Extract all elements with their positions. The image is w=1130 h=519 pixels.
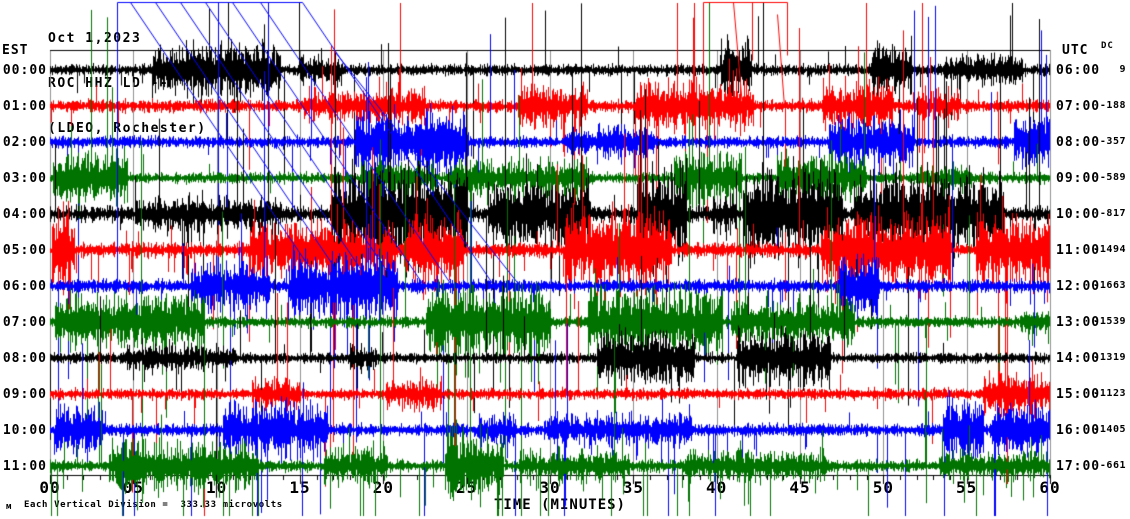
x-tick-label: 15 — [289, 478, 311, 497]
est-label: 09:00 — [2, 387, 47, 402]
est-label: 04:00 — [2, 207, 47, 222]
x-tick-label: 00 — [39, 478, 61, 497]
title-station: ROC HHZ LD -- — [48, 76, 170, 91]
x-tick-label: 50 — [872, 478, 894, 497]
title-block: Oct 1,2023 ROC HHZ LD -- (LDEO, Rocheste… — [48, 1, 207, 166]
est-label: 00:00 — [2, 63, 47, 78]
est-label: 02:00 — [2, 135, 47, 150]
right-axis-header-dc: DC — [1101, 41, 1114, 51]
est-label: 07:00 — [2, 315, 47, 330]
title-location: (LDEO, Rochester) — [48, 121, 207, 136]
x-tick-label: 40 — [706, 478, 728, 497]
est-label: 06:00 — [2, 279, 47, 294]
x-tick-label: 10 — [206, 478, 228, 497]
est-label: 05:00 — [2, 243, 47, 258]
dc-label: -1539 — [1093, 316, 1126, 327]
est-label: 08:00 — [2, 351, 47, 366]
dc-label: -1319 — [1093, 352, 1126, 363]
x-tick-label: 60 — [1039, 478, 1061, 497]
x-tick-label: 30 — [539, 478, 561, 497]
x-tick-label: 25 — [456, 478, 478, 497]
x-tick-label: 35 — [622, 478, 644, 497]
dc-label: -1494 — [1093, 244, 1126, 255]
est-label: 10:00 — [2, 423, 47, 438]
x-tick-label: 20 — [372, 478, 394, 497]
dc-label: -1663 — [1093, 280, 1126, 291]
dc-label: 9 — [1119, 64, 1126, 75]
x-tick-label: 05 — [122, 478, 144, 497]
watermark-glyph: м — [6, 502, 12, 512]
dc-label: -661 — [1099, 460, 1126, 471]
left-axis-header-est: EST — [2, 43, 29, 58]
dc-label: -357 — [1099, 136, 1126, 147]
x-tick-label: 45 — [789, 478, 811, 497]
title-date: Oct 1,2023 — [48, 31, 142, 46]
est-label: 01:00 — [2, 99, 47, 114]
est-label: 11:00 — [2, 459, 47, 474]
dc-label: -817 — [1099, 208, 1126, 219]
scale-note: Each Vertical Division = 333.33 microvol… — [24, 500, 283, 510]
right-axis-header-utc: UTC — [1062, 43, 1089, 58]
dc-label: -188 — [1099, 100, 1126, 111]
dc-label: -1405 — [1093, 424, 1126, 435]
x-axis-title: TIME (MINUTES) — [493, 497, 626, 513]
x-tick-label: 55 — [956, 478, 978, 497]
dc-label: -1123 — [1093, 388, 1126, 399]
est-label: 03:00 — [2, 171, 47, 186]
dc-label: -589 — [1099, 172, 1126, 183]
